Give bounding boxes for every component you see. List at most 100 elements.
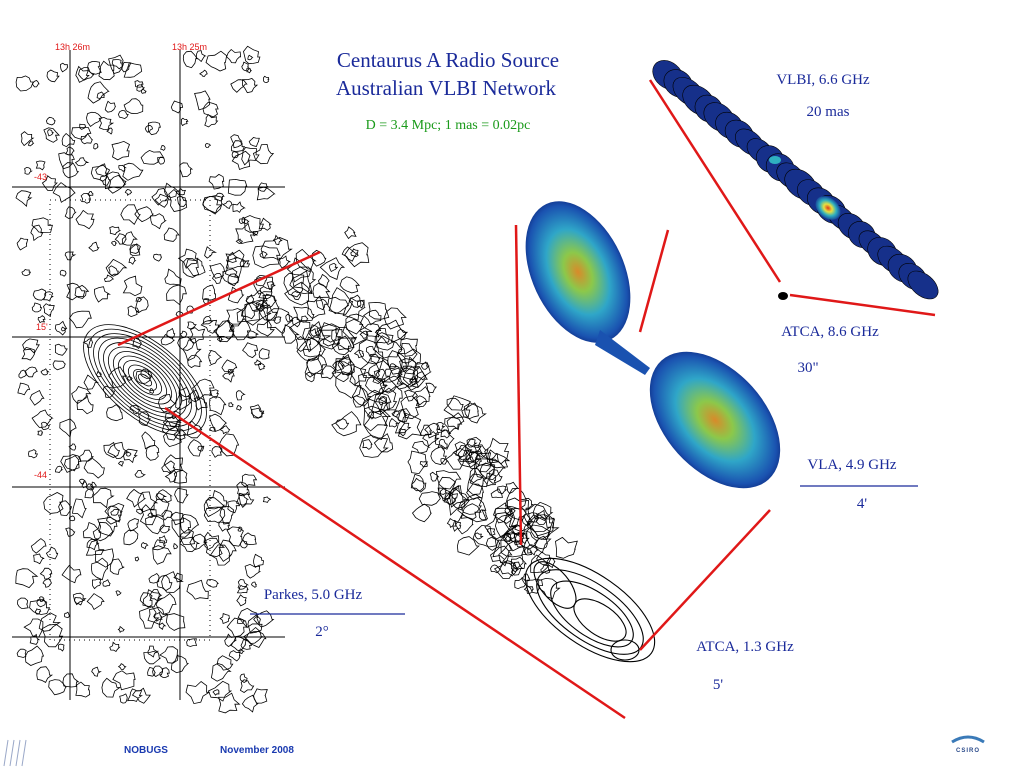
shape	[435, 422, 446, 432]
shape	[16, 648, 27, 658]
shape	[227, 178, 248, 196]
shape	[123, 448, 138, 464]
shape	[47, 129, 54, 137]
shape	[39, 567, 53, 580]
shape	[84, 488, 95, 499]
shape	[251, 407, 265, 419]
shape	[60, 454, 82, 473]
shape	[103, 342, 187, 418]
shape	[341, 246, 358, 262]
shape	[58, 500, 73, 517]
shape	[494, 514, 517, 539]
shape	[202, 101, 219, 118]
shape	[373, 335, 403, 359]
shape	[17, 597, 29, 609]
shape	[244, 563, 262, 579]
shape	[173, 428, 187, 440]
shape	[127, 518, 139, 532]
shape	[170, 655, 190, 674]
shape	[180, 513, 200, 534]
shape	[258, 217, 272, 231]
shape	[161, 509, 174, 521]
shape	[127, 364, 163, 396]
shape	[93, 333, 197, 427]
shape	[486, 449, 499, 464]
shape	[288, 320, 312, 340]
shape	[398, 356, 432, 388]
shape	[227, 273, 240, 287]
logo: CSIRO	[956, 748, 980, 754]
shape	[467, 456, 475, 465]
shape	[247, 614, 263, 634]
shape	[400, 338, 418, 357]
shape	[418, 491, 441, 506]
shape	[132, 369, 158, 391]
shape	[514, 516, 530, 532]
panel-label: VLA, 4.9 GHz	[807, 457, 896, 473]
shape	[98, 60, 115, 81]
shape	[166, 327, 176, 339]
shape	[235, 492, 249, 506]
shape	[769, 156, 781, 164]
shape	[109, 641, 121, 653]
shape	[108, 265, 119, 277]
shape	[344, 226, 357, 240]
shape	[219, 505, 235, 525]
shape	[152, 253, 163, 262]
shape	[106, 505, 122, 525]
shape	[528, 514, 552, 540]
shape	[397, 412, 423, 440]
shape	[443, 492, 456, 505]
shape	[358, 323, 382, 338]
shape	[137, 373, 153, 387]
shape	[42, 578, 53, 588]
shape	[104, 100, 117, 113]
shape	[101, 677, 122, 698]
shape	[108, 346, 182, 414]
shape	[302, 321, 331, 353]
shape	[24, 366, 38, 378]
shape	[224, 257, 245, 279]
shape	[64, 206, 77, 219]
shape	[523, 586, 534, 594]
vlbi-jet	[652, 60, 939, 300]
shape	[88, 241, 100, 252]
shape	[224, 633, 237, 647]
footer-event: NOBUGS	[124, 745, 168, 756]
shape	[231, 150, 251, 171]
shape	[514, 578, 527, 590]
shape	[293, 306, 315, 321]
shape	[93, 143, 99, 150]
shape	[231, 140, 246, 152]
shape	[29, 633, 41, 645]
shape	[259, 250, 269, 258]
shape	[407, 450, 429, 475]
shape	[540, 564, 551, 574]
shape	[20, 131, 35, 147]
shape	[121, 231, 138, 246]
title: Australian VLBI Network	[336, 76, 557, 100]
shape	[177, 248, 199, 269]
shape	[41, 623, 64, 648]
shape	[342, 297, 366, 321]
shape	[235, 222, 259, 245]
shape	[493, 507, 514, 524]
shape	[161, 460, 176, 475]
shape	[147, 512, 155, 519]
shape	[152, 545, 172, 565]
shape	[75, 209, 95, 230]
shape	[211, 273, 223, 285]
shape	[131, 687, 151, 704]
shape	[213, 319, 235, 343]
panel-label: VLBI, 6.6 GHz	[776, 72, 870, 88]
shape	[398, 427, 406, 437]
shape	[292, 266, 317, 293]
shape	[411, 477, 425, 492]
shape	[219, 613, 230, 625]
shape	[41, 175, 58, 191]
shape	[208, 173, 225, 190]
shape	[111, 59, 123, 70]
shape	[29, 389, 45, 406]
shape	[257, 362, 266, 371]
shape	[242, 532, 257, 546]
